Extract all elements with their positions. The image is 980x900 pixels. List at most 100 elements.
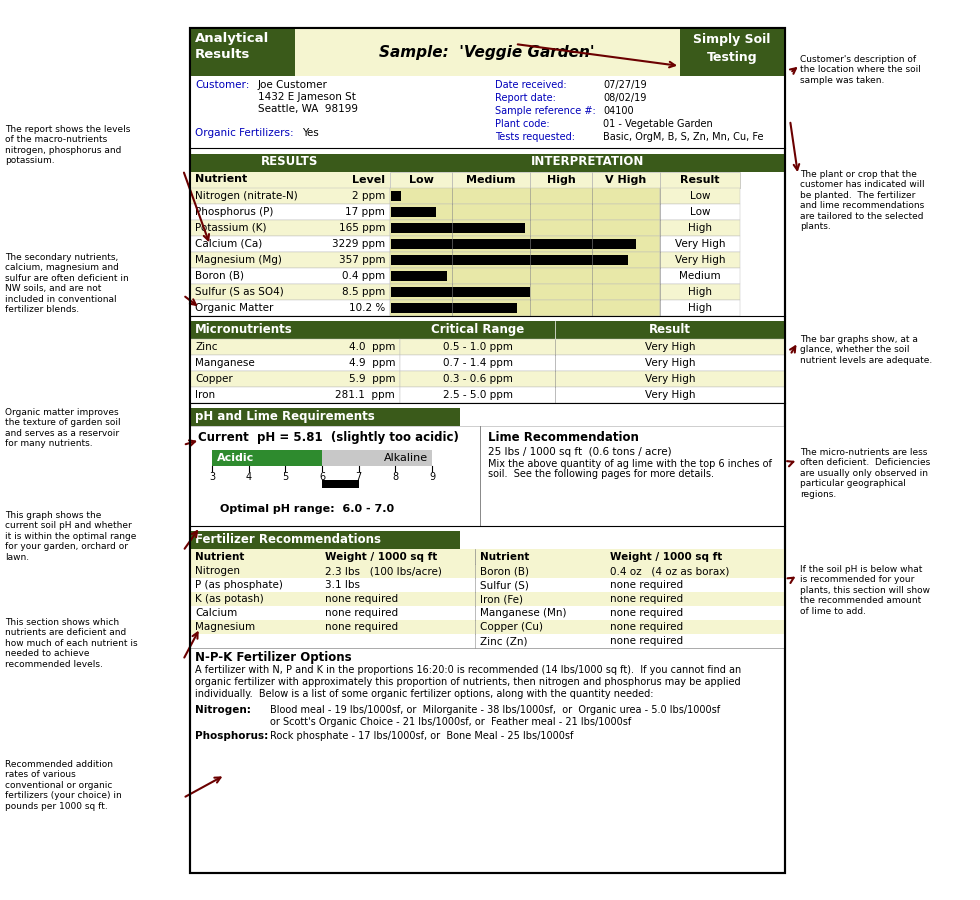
Bar <box>190 339 400 355</box>
Text: Customer:: Customer: <box>195 80 249 90</box>
Text: Zinc (Zn): Zinc (Zn) <box>480 636 527 646</box>
Bar <box>452 172 530 188</box>
Text: The report shows the levels
of the macro-nutrients
nitrogen, phosphorus and
pota: The report shows the levels of the macro… <box>5 125 130 166</box>
Text: none required: none required <box>325 608 398 618</box>
Text: none required: none required <box>610 622 683 632</box>
Bar <box>190 220 390 236</box>
Text: K (as potash): K (as potash) <box>195 594 264 604</box>
Text: Phosphorus (P): Phosphorus (P) <box>195 207 273 217</box>
Bar <box>400 339 785 355</box>
Text: none required: none required <box>610 580 683 590</box>
Text: Organic Matter: Organic Matter <box>195 303 273 313</box>
Text: 01 - Vegetable Garden: 01 - Vegetable Garden <box>603 119 712 129</box>
Text: Boron (B): Boron (B) <box>480 566 529 576</box>
Text: Very High: Very High <box>675 239 725 249</box>
Text: 8: 8 <box>392 472 399 482</box>
Bar <box>190 606 475 620</box>
Bar <box>190 76 785 148</box>
Text: High: High <box>688 303 712 313</box>
Bar <box>391 191 401 201</box>
Bar <box>660 284 740 300</box>
Text: 0.3 - 0.6 ppm: 0.3 - 0.6 ppm <box>443 374 513 384</box>
Text: 2 ppm: 2 ppm <box>352 191 385 201</box>
Bar <box>190 592 475 606</box>
Bar <box>390 268 660 284</box>
Bar <box>475 606 785 620</box>
Text: 0.7 - 1.4 ppm: 0.7 - 1.4 ppm <box>443 358 513 368</box>
Text: 0.4 oz   (4 oz as borax): 0.4 oz (4 oz as borax) <box>610 566 729 576</box>
Text: This section shows which
nutrients are deficient and
how much of each nutrient i: This section shows which nutrients are d… <box>5 618 137 669</box>
Text: Lime Recommendation: Lime Recommendation <box>488 431 639 444</box>
Text: Current  pH = 5.81  (slightly too acidic): Current pH = 5.81 (slightly too acidic) <box>198 431 459 444</box>
Text: 25 lbs / 1000 sq ft  (0.6 tons / acre): 25 lbs / 1000 sq ft (0.6 tons / acre) <box>488 447 671 457</box>
Text: Sample:  'Veggie Garden': Sample: 'Veggie Garden' <box>379 44 595 59</box>
Bar <box>212 450 432 466</box>
Text: Very High: Very High <box>645 390 695 400</box>
Bar <box>295 28 680 76</box>
Text: Mix the above quantity of ag lime with the top 6 inches of: Mix the above quantity of ag lime with t… <box>488 459 772 469</box>
Text: 3229 ppm: 3229 ppm <box>332 239 385 249</box>
Text: 2.5 - 5.0 ppm: 2.5 - 5.0 ppm <box>443 390 513 400</box>
Bar <box>190 549 785 564</box>
Bar <box>190 564 475 578</box>
Text: 3.1 lbs: 3.1 lbs <box>325 580 360 590</box>
Text: 8.5 ppm: 8.5 ppm <box>342 287 385 297</box>
Bar <box>190 620 475 634</box>
Text: Weight / 1000 sq ft: Weight / 1000 sq ft <box>610 552 722 562</box>
Text: The bar graphs show, at a
glance, whether the soil
nutrient levels are adequate.: The bar graphs show, at a glance, whethe… <box>800 335 932 365</box>
Text: High: High <box>688 223 712 233</box>
Text: The secondary nutrients,
calcium, magnesium and
sulfur are often deficient in
NW: The secondary nutrients, calcium, magnes… <box>5 253 128 314</box>
Text: organic fertilizer with approximately this proportion of nutrients, then nitroge: organic fertilizer with approximately th… <box>195 677 741 687</box>
Text: Blood meal - 19 lbs/1000sf, or  Milorganite - 38 lbs/1000sf,  or  Organic urea -: Blood meal - 19 lbs/1000sf, or Milorgani… <box>270 705 720 715</box>
Text: Report date:: Report date: <box>495 93 556 103</box>
Text: 165 ppm: 165 ppm <box>338 223 385 233</box>
Bar <box>190 300 390 316</box>
Text: Calcium (Ca): Calcium (Ca) <box>195 239 263 249</box>
Text: 1432 E Jameson St: 1432 E Jameson St <box>258 92 356 102</box>
Bar <box>190 408 460 426</box>
Text: Alkaline: Alkaline <box>384 453 428 463</box>
Bar <box>660 188 740 204</box>
Text: Date received:: Date received: <box>495 80 566 90</box>
Text: 0.4 ppm: 0.4 ppm <box>342 271 385 281</box>
Bar <box>390 284 660 300</box>
Bar <box>680 28 785 76</box>
Bar <box>391 207 436 217</box>
Text: none required: none required <box>325 622 398 632</box>
Text: Medium: Medium <box>466 175 515 185</box>
Bar <box>390 220 660 236</box>
Bar <box>475 578 785 592</box>
Bar <box>400 321 785 339</box>
Text: Micronutrients: Micronutrients <box>195 323 293 336</box>
Text: pH and Lime Requirements: pH and Lime Requirements <box>195 410 374 423</box>
Bar <box>190 531 460 549</box>
Text: Sulfur (S): Sulfur (S) <box>480 580 529 590</box>
Text: 357 ppm: 357 ppm <box>338 255 385 265</box>
Text: Nitrogen:: Nitrogen: <box>195 705 251 715</box>
Text: The plant or crop that the
customer has indicated will
be planted.  The fertiliz: The plant or crop that the customer has … <box>800 170 924 231</box>
Bar <box>190 284 390 300</box>
Text: 7: 7 <box>356 472 362 482</box>
Text: Weight / 1000 sq ft: Weight / 1000 sq ft <box>325 552 437 562</box>
Text: Copper: Copper <box>195 374 233 384</box>
Text: individually.  Below is a list of some organic fertilizer options, along with th: individually. Below is a list of some or… <box>195 689 654 699</box>
Bar <box>190 28 785 873</box>
Bar <box>190 188 390 204</box>
Bar <box>475 634 785 648</box>
Text: Nutrient: Nutrient <box>195 174 247 184</box>
Text: Joe Customer: Joe Customer <box>258 80 328 90</box>
Text: 4.0  ppm: 4.0 ppm <box>349 342 395 352</box>
Text: Organic matter improves
the texture of garden soil
and serves as a reservoir
for: Organic matter improves the texture of g… <box>5 408 121 448</box>
Text: RESULTS: RESULTS <box>262 155 318 168</box>
Bar <box>212 450 322 466</box>
Bar <box>190 426 785 526</box>
Text: P (as phosphate): P (as phosphate) <box>195 580 283 590</box>
Text: Low: Low <box>690 207 710 217</box>
Text: 0.5 - 1.0 ppm: 0.5 - 1.0 ppm <box>443 342 513 352</box>
Text: 10.2 %: 10.2 % <box>349 303 385 313</box>
Text: 07/27/19: 07/27/19 <box>603 80 647 90</box>
Bar <box>190 236 390 252</box>
Bar <box>660 268 740 284</box>
Text: Nutrient: Nutrient <box>195 552 244 562</box>
Text: Copper (Cu): Copper (Cu) <box>480 622 543 632</box>
